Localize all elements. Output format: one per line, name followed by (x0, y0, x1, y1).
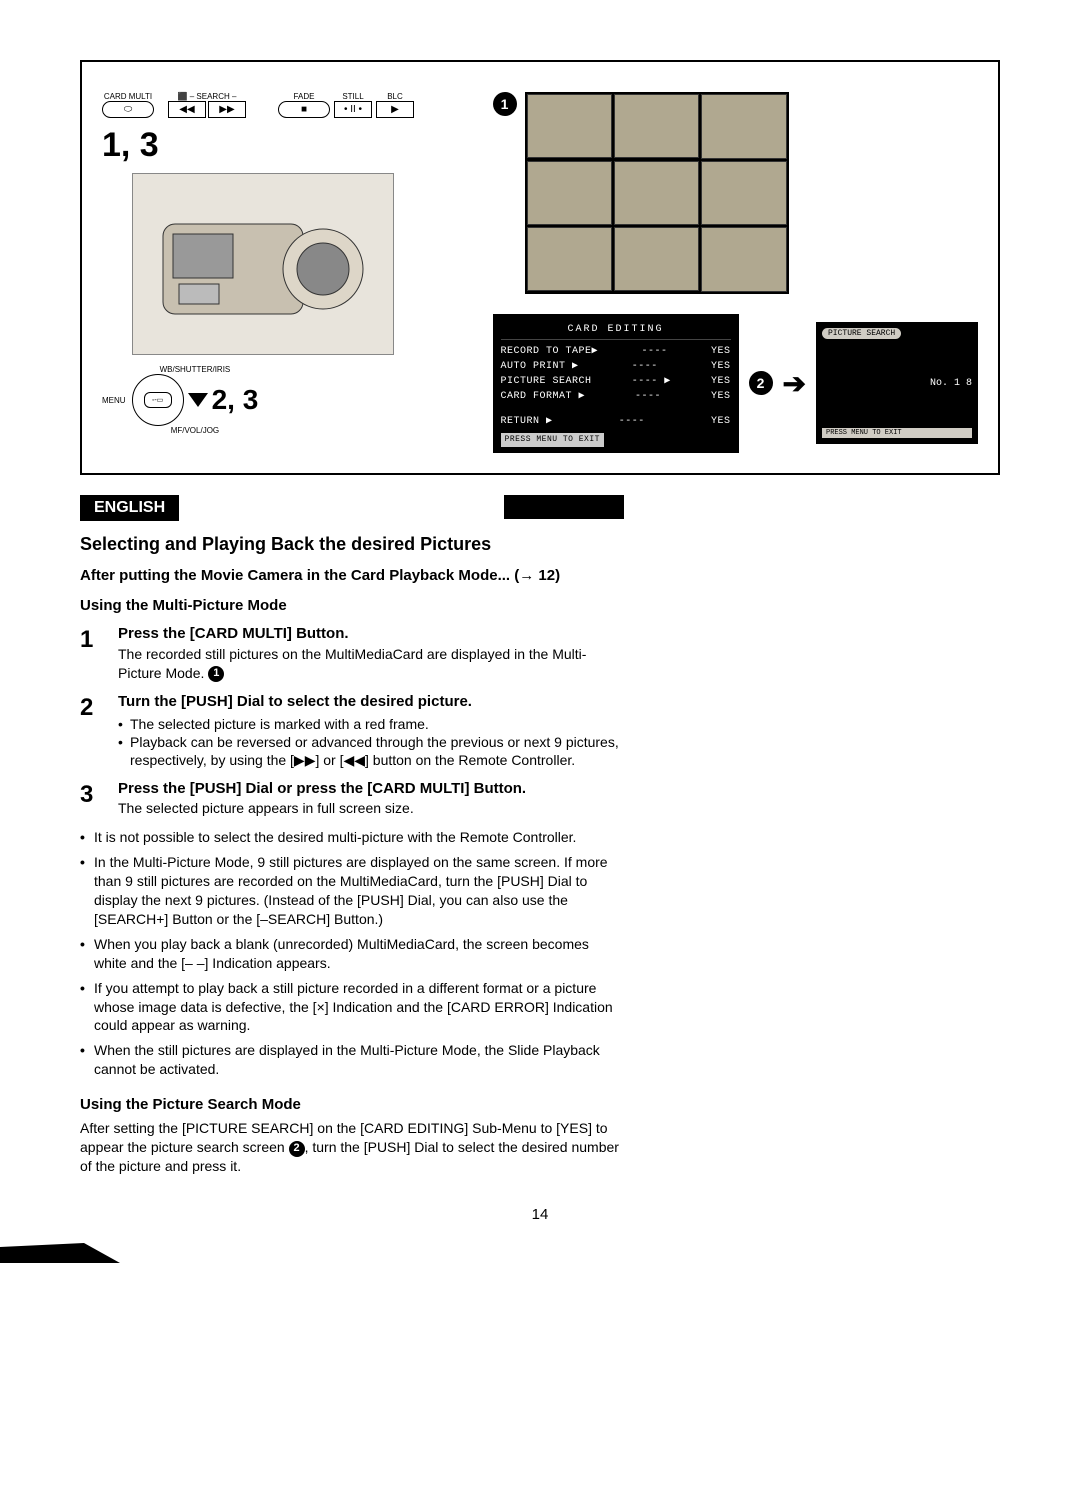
multi-mode-heading: Using the Multi-Picture Mode (80, 596, 620, 616)
fade-button[interactable]: ■ (278, 101, 330, 118)
wb-label: WB/SHUTTER/IRIS (160, 365, 231, 374)
thumb (701, 227, 786, 292)
header-row: ENGLISH (80, 495, 1000, 529)
inline-badge-1: 1 (208, 666, 224, 682)
step-number: 2 (80, 692, 104, 769)
mf-label: MF/VOL/JOG (171, 426, 219, 435)
step-text: The recorded still pictures on the Multi… (118, 645, 620, 683)
thumb (614, 227, 699, 291)
multi-picture-grid (525, 92, 789, 294)
blc-label: BLC (387, 92, 403, 101)
ff-button[interactable]: ▶▶ (208, 101, 246, 118)
search-label: ⬛ – SEARCH – (178, 92, 237, 101)
picture-search-title: PICTURE SEARCH (822, 328, 901, 339)
picture-search-screen: PICTURE SEARCH No. 1 8 PRESS MENU TO EXI… (816, 322, 978, 444)
step-text: The selected picture appears in full scr… (118, 799, 620, 818)
thumb (614, 161, 699, 225)
note-item: When the still pictures are displayed in… (80, 1041, 620, 1079)
diagram-left: CARD MULTI ⬭ ⬛ – SEARCH – ◀◀ ▶▶ FADE ■ S… (102, 92, 483, 453)
note-item: In the Multi-Picture Mode, 9 still pictu… (80, 853, 620, 929)
search-heading: Using the Picture Search Mode (80, 1095, 620, 1115)
diagram-right: 1 CARD EDITING RECORD TO TAPE▶----YESAU (493, 92, 978, 453)
card-multi-label: CARD MULTI (104, 92, 152, 101)
top-button-row: CARD MULTI ⬭ ⬛ – SEARCH – ◀◀ ▶▶ FADE ■ S… (102, 92, 483, 118)
black-bar-icon (504, 495, 624, 519)
diagram-frame: CARD MULTI ⬭ ⬛ – SEARCH – ◀◀ ▶▶ FADE ■ S… (80, 60, 1000, 475)
still-button[interactable]: • II • (334, 101, 372, 118)
step-sub-bullets: The selected picture is marked with a re… (118, 715, 620, 770)
step-head: Turn the [PUSH] Dial to select the desir… (118, 692, 620, 712)
blc-button[interactable]: ▶ (376, 101, 414, 118)
card-multi-button[interactable]: ⬭ (102, 101, 154, 118)
menu-return-row: RETURN ▶ ---- YES (501, 414, 731, 429)
note-item: It is not possible to select the desired… (80, 828, 620, 847)
section-title: Selecting and Playing Back the desired P… (80, 533, 620, 556)
still-label: STILL (342, 92, 363, 101)
menu-title: CARD EDITING (501, 320, 731, 340)
thumb (527, 94, 612, 158)
step-head: Press the [PUSH] Dial or press the [CARD… (118, 779, 620, 799)
push-dial[interactable]: ◦-▭ (132, 374, 184, 426)
thumb (614, 94, 699, 158)
step-number: 1 (80, 624, 104, 682)
search-paragraph: After setting the [PICTURE SEARCH] on th… (80, 1119, 620, 1176)
menu-row: PICTURE SEARCH---- ▶YES (501, 374, 731, 389)
inline-badge-2: 2 (289, 1141, 305, 1157)
note-item: If you attempt to play back a still pict… (80, 979, 620, 1036)
menu-text: MENU (102, 396, 126, 405)
fade-label: FADE (294, 92, 315, 101)
notes-list: It is not possible to select the desired… (80, 828, 620, 1079)
menu-row: CARD FORMAT ▶----YES (501, 389, 731, 404)
step-number: 3 (80, 779, 104, 818)
step-item: 3 Press the [PUSH] Dial or press the [CAR… (80, 779, 620, 818)
dial-arrow-icon (188, 393, 208, 407)
content-column: Selecting and Playing Back the desired P… (80, 533, 620, 1176)
menu-dial-area: MENU WB/SHUTTER/IRIS ◦-▭ 2, 3 MF/VOL/JOG (102, 365, 483, 435)
language-tag: ENGLISH (80, 495, 179, 521)
thumb (701, 161, 786, 226)
step-item: 2 Turn the [PUSH] Dial to select the desi… (80, 692, 620, 769)
dial-icon: ◦-▭ (144, 392, 172, 408)
step-bullet: Playback can be reversed or advanced thr… (118, 733, 620, 769)
arrow-icon: ➔ (783, 367, 806, 400)
step-item: 1 Press the [CARD MULTI] Button.The recor… (80, 624, 620, 682)
picture-search-footer: PRESS MENU TO EXIT (822, 428, 972, 438)
card-editing-menu: CARD EDITING RECORD TO TAPE▶----YESAUTO … (493, 314, 739, 453)
intro-bold: After putting the Movie Camera in the Ca… (80, 566, 620, 586)
steps-list: 1 Press the [CARD MULTI] Button.The recor… (80, 624, 620, 818)
badge-1: 1 (493, 92, 517, 116)
press-menu-bar: PRESS MENU TO EXIT (501, 433, 604, 447)
step-bullet: The selected picture is marked with a re… (118, 715, 620, 733)
rew-button[interactable]: ◀◀ (168, 101, 206, 118)
menu-row: AUTO PRINT ▶----YES (501, 359, 731, 374)
picture-search-number: No. 1 8 (822, 378, 972, 389)
step-label-13: 1, 3 (102, 126, 483, 165)
menu-row: RECORD TO TAPE▶----YES (501, 344, 731, 359)
camera-illustration (132, 173, 394, 355)
thumb (701, 94, 786, 159)
page-number: 14 (80, 1206, 1000, 1223)
step-label-23: 2, 3 (212, 384, 259, 416)
thumb (527, 161, 612, 225)
thumb (527, 227, 612, 291)
note-item: When you play back a blank (unrecorded) … (80, 935, 620, 973)
step-head: Press the [CARD MULTI] Button. (118, 624, 620, 644)
badge-2: 2 (749, 371, 773, 395)
scan-artifact (0, 1223, 120, 1263)
camcorder-icon (143, 184, 383, 344)
